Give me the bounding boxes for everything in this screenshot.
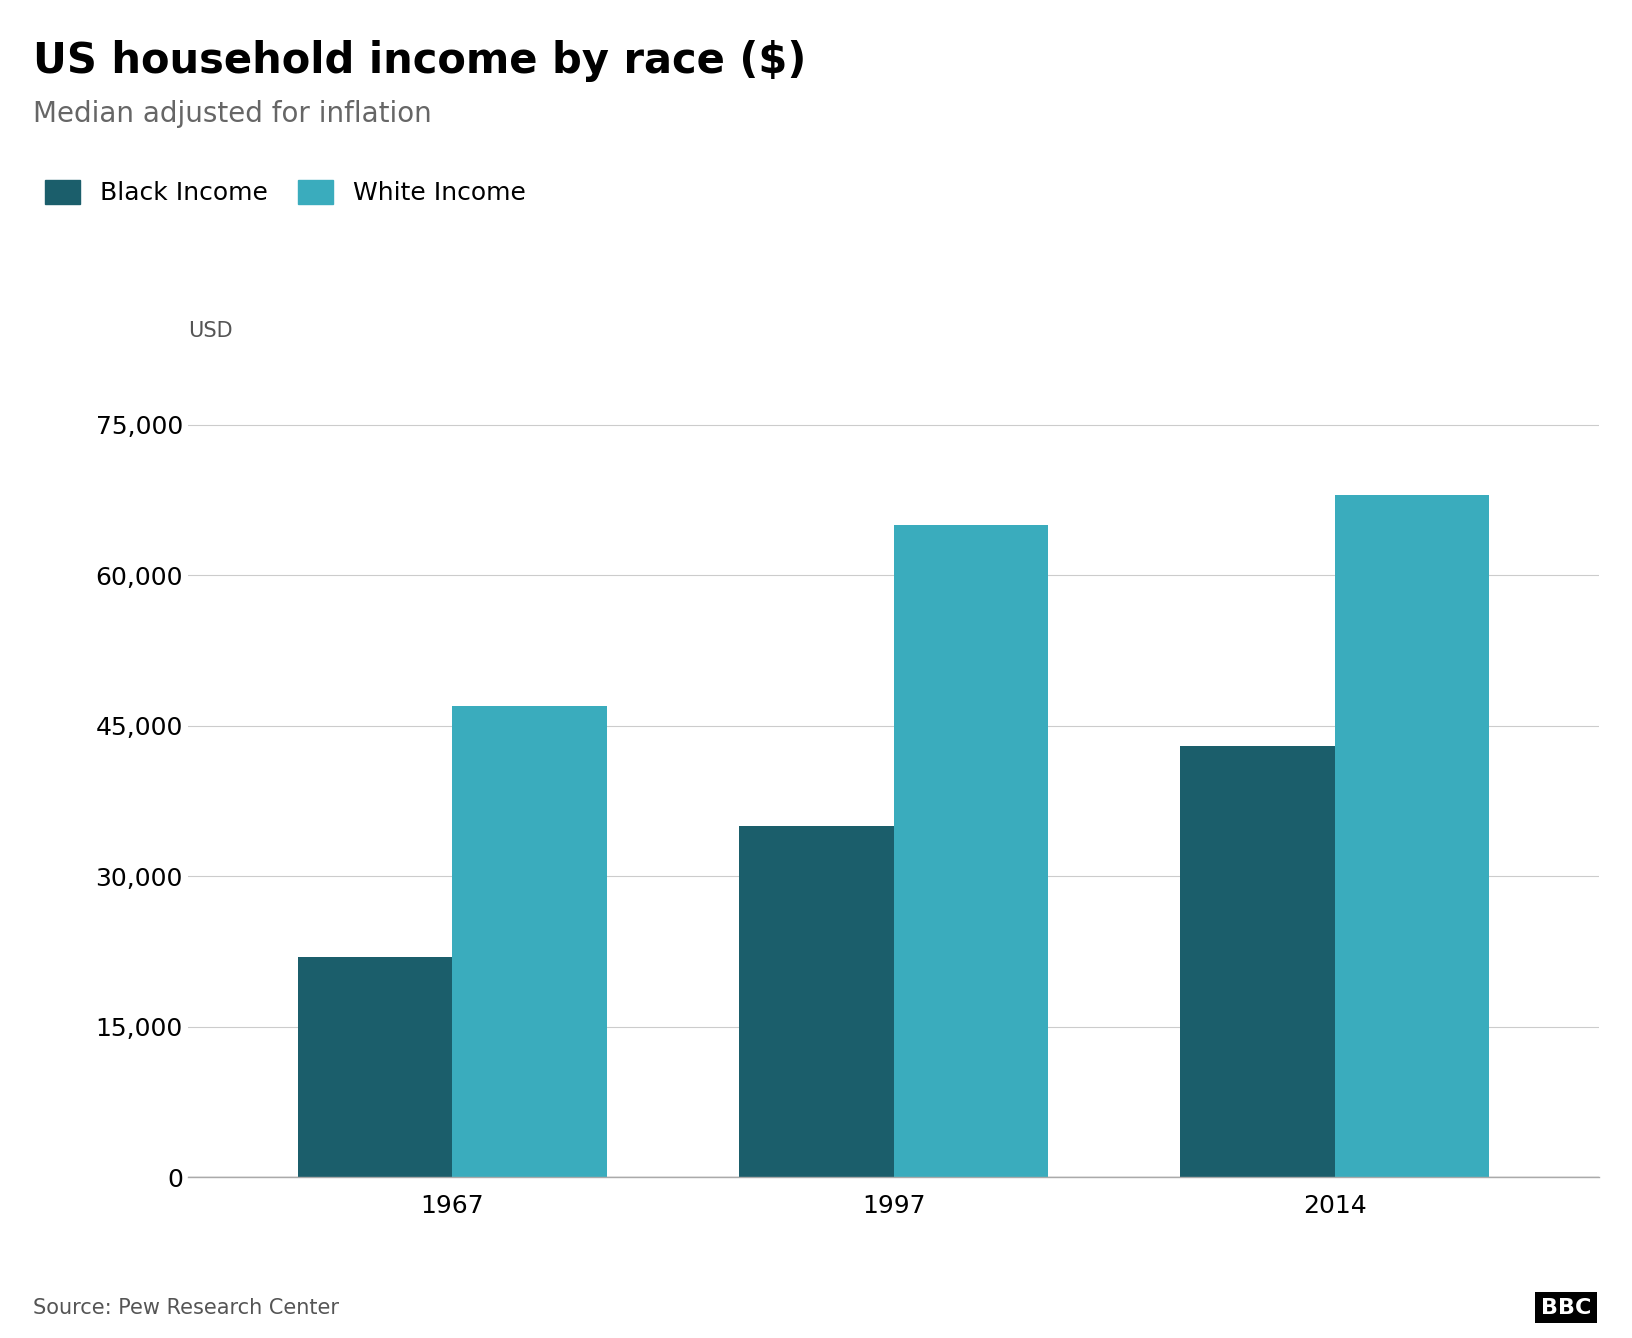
Bar (894, 524, 1048, 1177)
Legend: Black Income, White Income: Black Income, White Income (46, 179, 526, 205)
Text: US household income by race ($): US household income by race ($) (33, 40, 806, 82)
Bar (739, 826, 893, 1177)
Text: USD: USD (188, 321, 232, 341)
Bar (1335, 495, 1488, 1177)
Text: BBC: BBC (1541, 1298, 1591, 1318)
Text: Source: Pew Research Center: Source: Pew Research Center (33, 1298, 339, 1318)
Text: Median adjusted for inflation: Median adjusted for inflation (33, 100, 431, 128)
Bar (452, 706, 607, 1177)
Bar (299, 957, 452, 1177)
Bar (1180, 745, 1335, 1177)
